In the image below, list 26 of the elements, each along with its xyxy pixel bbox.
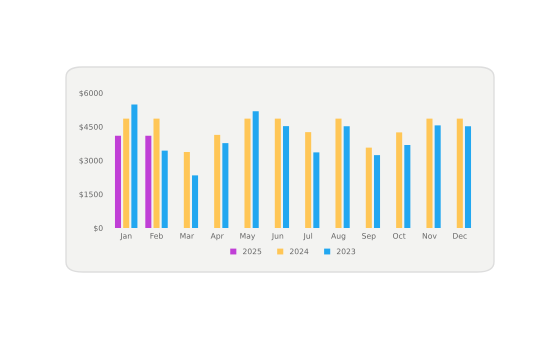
bar [335, 118, 342, 228]
bar [123, 118, 130, 228]
bar [374, 155, 380, 228]
bar [184, 152, 190, 228]
bar [344, 126, 350, 228]
bar [274, 118, 281, 228]
bar [434, 125, 441, 228]
bar [396, 132, 402, 228]
bar [114, 136, 122, 228]
bar [252, 111, 259, 228]
bar [282, 126, 290, 228]
bar [145, 136, 152, 228]
bar [404, 144, 410, 228]
bar [214, 134, 220, 228]
bar [456, 118, 463, 228]
bar [192, 175, 198, 228]
bar [464, 126, 472, 228]
bar [153, 118, 160, 228]
bar [366, 148, 372, 228]
bar [305, 132, 312, 228]
bar [313, 152, 320, 228]
bar [244, 118, 251, 228]
bar [222, 143, 228, 228]
bar [426, 118, 433, 228]
bar [131, 104, 138, 228]
bar [162, 150, 168, 228]
